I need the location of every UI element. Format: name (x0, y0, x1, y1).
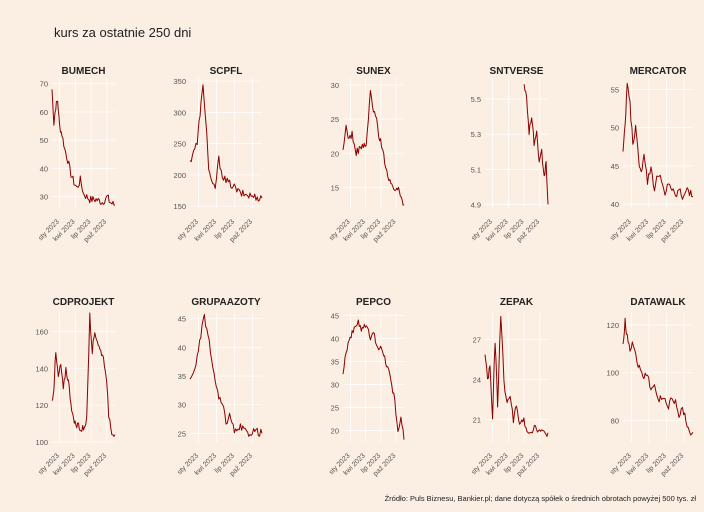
y-tick-label: 30 (331, 81, 339, 90)
panel-title: SCPFL (210, 66, 243, 77)
source-caption: Źródło: Puls Biznesu, Bankier.pl; dane d… (384, 494, 696, 503)
series-line (484, 316, 549, 437)
y-tick-label: 24 (473, 375, 481, 384)
series-line (51, 89, 116, 206)
y-tick-label: 20 (331, 426, 339, 435)
y-tick-label: 120 (606, 321, 619, 330)
y-tick-label: 5.1 (471, 165, 481, 174)
panel-title: CDPROJEKT (53, 297, 115, 308)
y-tick-label: 30 (40, 193, 48, 202)
y-tick-label: 21 (473, 415, 481, 424)
y-tick-label: 50 (40, 136, 48, 145)
panel-title: SNTVERSE (490, 66, 544, 77)
y-tick-label: 5.5 (471, 95, 481, 104)
series-line (189, 84, 263, 202)
y-tick-label: 40 (40, 164, 48, 173)
y-tick-label: 30 (331, 380, 339, 389)
y-tick-label: 150 (173, 202, 186, 211)
chart-title: kurs za ostatnie 250 dni (54, 25, 192, 40)
y-tick-label: 15 (331, 183, 339, 192)
panel-title: PEPCO (356, 297, 391, 308)
y-tick-label: 100 (35, 438, 48, 447)
panel-title: BUMECH (62, 66, 106, 77)
y-tick-label: 45 (611, 162, 619, 171)
series-line (523, 84, 549, 205)
y-tick-label: 45 (331, 311, 339, 320)
y-tick-label: 45 (178, 315, 186, 324)
y-tick-label: 200 (173, 171, 186, 180)
series-line (51, 312, 116, 437)
y-tick-label: 5.3 (471, 130, 481, 139)
y-tick-label: 80 (611, 417, 619, 426)
y-tick-label: 60 (40, 108, 48, 117)
panel-title: MERCATOR (630, 66, 688, 77)
y-tick-label: 300 (173, 108, 186, 117)
y-tick-label: 350 (173, 77, 186, 86)
y-tick-label: 35 (331, 357, 339, 366)
series-line (622, 82, 694, 200)
y-tick-label: 4.9 (471, 200, 481, 209)
y-tick-label: 250 (173, 140, 186, 149)
panel-title: GRUPAAZOTY (191, 297, 261, 308)
panel-title: ZEPAK (500, 297, 534, 308)
y-tick-label: 120 (35, 401, 48, 410)
y-tick-label: 70 (40, 80, 48, 89)
series-line (342, 319, 405, 440)
series-line (622, 317, 694, 436)
y-tick-label: 55 (611, 85, 619, 94)
y-tick-label: 35 (178, 372, 186, 381)
y-tick-label: 30 (178, 401, 186, 410)
series-line (342, 90, 405, 206)
y-tick-label: 140 (35, 364, 48, 373)
y-tick-label: 25 (331, 403, 339, 412)
y-tick-label: 25 (178, 429, 186, 438)
y-tick-label: 40 (331, 334, 339, 343)
panel-title: SUNEX (356, 66, 391, 77)
y-tick-label: 40 (178, 343, 186, 352)
y-tick-label: 50 (611, 124, 619, 133)
series-line (189, 314, 263, 437)
y-tick-label: 160 (35, 327, 48, 336)
panel-title: DATAWALK (630, 297, 686, 308)
y-tick-label: 40 (611, 200, 619, 209)
y-tick-label: 20 (331, 149, 339, 158)
y-tick-label: 27 (473, 336, 481, 345)
y-tick-label: 100 (606, 369, 619, 378)
y-tick-label: 25 (331, 115, 339, 124)
